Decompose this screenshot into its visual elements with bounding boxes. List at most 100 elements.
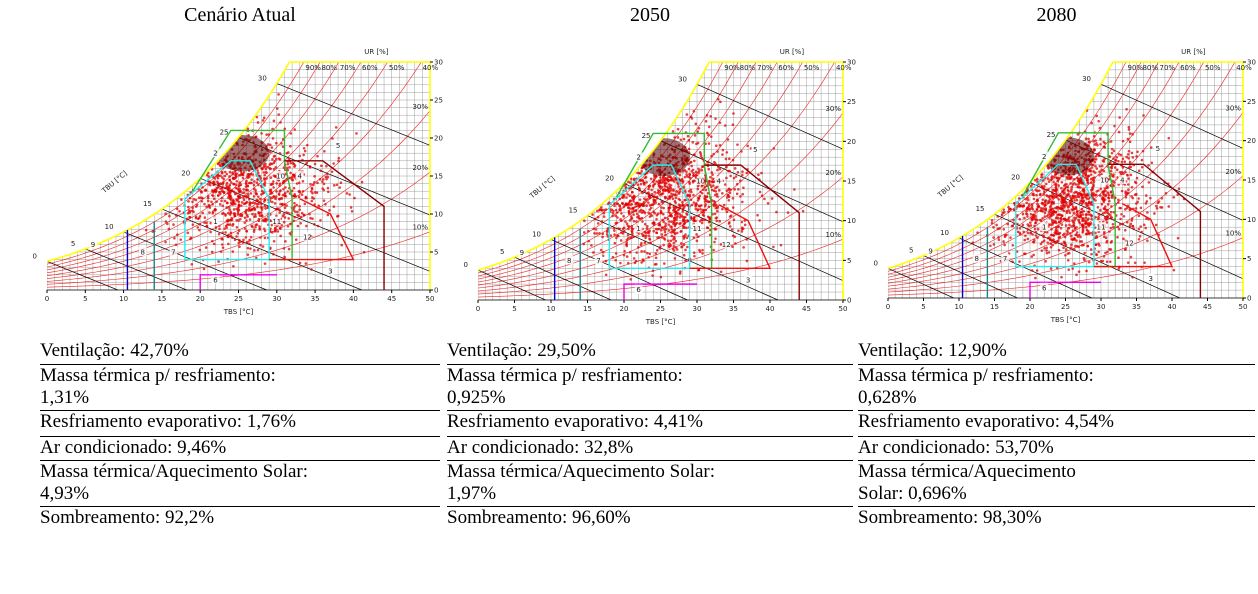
scatter-dot bbox=[287, 211, 290, 215]
scatter-dot bbox=[293, 201, 296, 205]
scatter-dot bbox=[1064, 253, 1067, 257]
scatter-dot bbox=[1059, 227, 1063, 230]
scatter-dot bbox=[1076, 212, 1079, 216]
zone-label-box bbox=[714, 176, 723, 185]
scatter-dot bbox=[252, 206, 256, 210]
scatter-dot bbox=[164, 212, 167, 216]
scatter-dot bbox=[722, 203, 726, 207]
scatter-dot bbox=[1075, 273, 1078, 277]
scatter-dot bbox=[743, 223, 747, 227]
scatter-dot bbox=[630, 217, 633, 220]
scatter-dot bbox=[684, 215, 687, 219]
scatter-dot bbox=[718, 189, 721, 192]
table-cell: Ventilação: 42,70% bbox=[40, 340, 440, 364]
scatter-dot bbox=[621, 196, 624, 199]
scatter-dot bbox=[669, 243, 672, 247]
scatter-dot bbox=[235, 225, 239, 229]
scatter-dot bbox=[311, 217, 314, 220]
scatter-dot bbox=[682, 237, 686, 240]
scatter-dot bbox=[1112, 157, 1115, 160]
scatter-dot bbox=[1060, 214, 1064, 217]
scatter-dot bbox=[278, 152, 282, 155]
scatter-dot bbox=[728, 221, 731, 224]
scatter-dot bbox=[654, 201, 658, 204]
x-tick-label: 25 bbox=[1061, 303, 1070, 311]
wet-bulb-line bbox=[276, 83, 430, 290]
zone-label-box bbox=[926, 245, 935, 255]
scatter-dot bbox=[172, 223, 175, 226]
scatter-dot bbox=[226, 235, 230, 239]
scatter-dot bbox=[631, 227, 635, 231]
scatter-dot bbox=[1116, 176, 1119, 179]
scatter-dot bbox=[1124, 248, 1127, 252]
scatter-dot bbox=[673, 231, 676, 235]
scatter-dot bbox=[278, 190, 282, 193]
scatter-dot bbox=[201, 211, 204, 215]
scatter-dot bbox=[619, 261, 622, 265]
scatter-dot bbox=[205, 173, 209, 177]
scatter-dot bbox=[590, 244, 593, 247]
scatter-dot bbox=[703, 186, 706, 189]
scatter-dot bbox=[277, 192, 281, 196]
scatter-dot bbox=[209, 230, 212, 234]
scatter-dot bbox=[657, 202, 661, 206]
scatter-dot bbox=[208, 211, 211, 214]
zone-label-box bbox=[696, 176, 705, 185]
cell-line: Massa térmica/Aquecimento Solar: bbox=[40, 461, 309, 482]
scatter-dot bbox=[1035, 208, 1039, 212]
scatter-dot bbox=[1072, 211, 1076, 215]
scatter-dot bbox=[313, 162, 317, 166]
y-tick-label: 15 bbox=[434, 173, 443, 181]
scatter-dot bbox=[264, 165, 268, 168]
scatter-dot bbox=[1125, 107, 1128, 111]
scatter-dot bbox=[221, 246, 225, 249]
scatter-dot bbox=[1053, 231, 1057, 235]
scatter-dot bbox=[1021, 212, 1025, 216]
scatter-dot bbox=[998, 227, 1001, 230]
ur-axis-label: UR [%] bbox=[1181, 48, 1206, 56]
scatter-dot bbox=[677, 185, 680, 188]
scatter-dot bbox=[763, 197, 766, 201]
scatter-dot bbox=[302, 213, 306, 217]
scatter-dot bbox=[210, 250, 214, 254]
scatter-dot bbox=[684, 233, 687, 236]
scatter-dot bbox=[1055, 194, 1058, 197]
scatter-dot bbox=[601, 235, 604, 239]
scatter-dot bbox=[228, 194, 232, 198]
scatter-dot bbox=[233, 202, 237, 206]
tbu-axis-label: TBU [°C] bbox=[936, 173, 965, 199]
scatter-dot bbox=[245, 229, 248, 233]
scatter-dot bbox=[205, 225, 208, 228]
y-tick-label: 15 bbox=[1247, 177, 1256, 185]
scatter-dot bbox=[302, 153, 305, 157]
scatter-dot bbox=[1136, 150, 1139, 154]
scatter-dot bbox=[235, 172, 239, 176]
scatter-dot bbox=[251, 225, 254, 229]
scatter-dot bbox=[1090, 252, 1093, 256]
scatter-dot bbox=[1051, 188, 1055, 192]
scatter-dot bbox=[1019, 233, 1022, 236]
scatter-dot bbox=[227, 189, 231, 193]
scatter-dot bbox=[1095, 114, 1098, 118]
scatter-dot bbox=[1109, 226, 1113, 230]
zone-label: 6 bbox=[213, 277, 218, 285]
scatter-dot bbox=[194, 198, 198, 202]
scatter-dot bbox=[299, 215, 303, 219]
scatter-dot bbox=[1045, 188, 1048, 192]
scatter-dot bbox=[1144, 226, 1147, 230]
scatter-dot bbox=[166, 222, 169, 226]
scatter-dot bbox=[238, 187, 242, 191]
scatter-dot bbox=[275, 182, 279, 185]
scatter-dot bbox=[657, 179, 661, 182]
scatter-dot bbox=[262, 116, 266, 120]
scatter-dot bbox=[241, 176, 245, 180]
scatter-dot bbox=[288, 176, 292, 180]
scatter-dot bbox=[614, 208, 618, 212]
scatter-dot bbox=[691, 168, 695, 172]
scatter-dot bbox=[692, 171, 695, 175]
scatter-dot bbox=[1029, 184, 1033, 188]
scatter-dot bbox=[1111, 179, 1114, 183]
zone-label-box bbox=[295, 171, 304, 180]
scatter-dot bbox=[740, 220, 744, 224]
